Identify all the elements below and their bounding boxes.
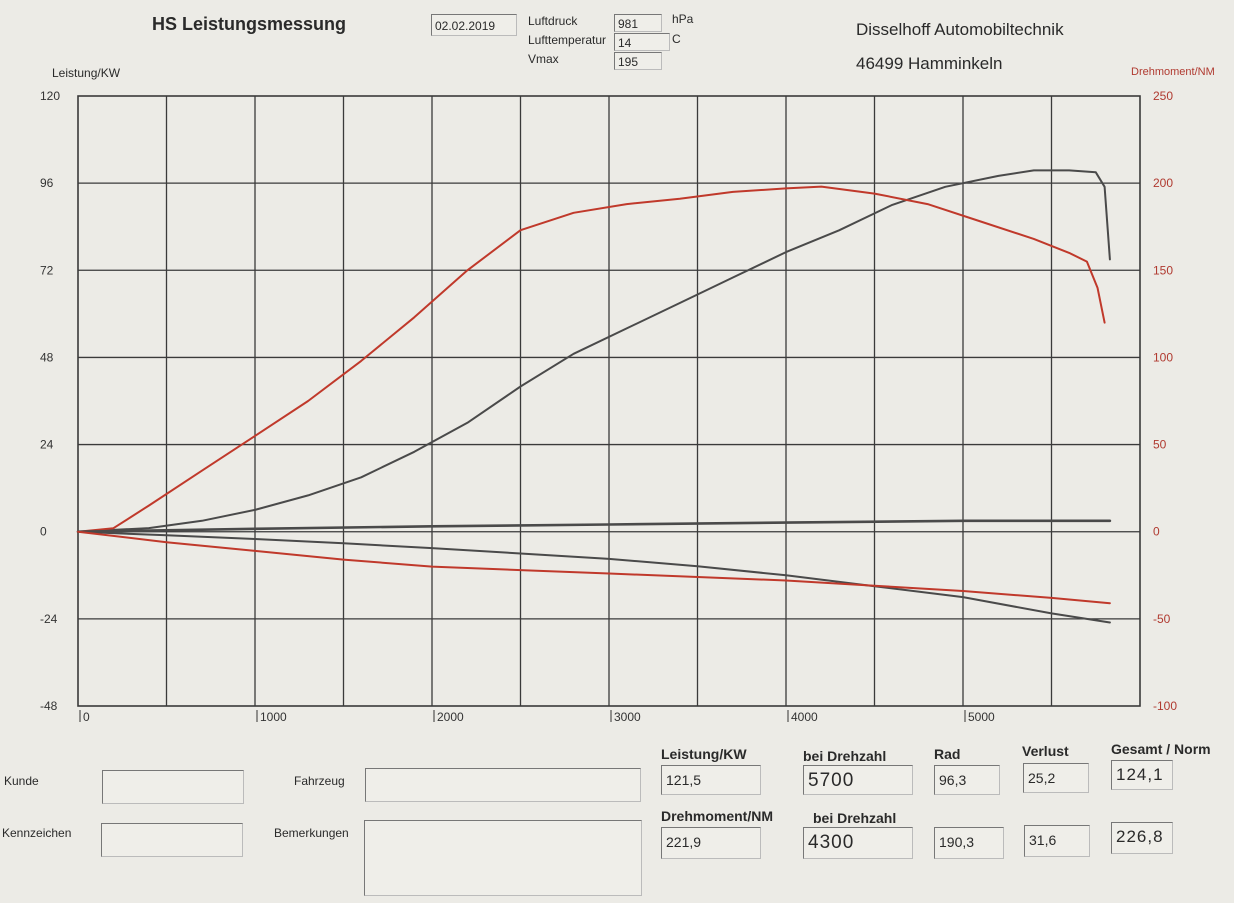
- drehmoment-gesamt-field: 226,8: [1111, 822, 1173, 854]
- y2-axis-label: Drehmoment/NM: [1131, 66, 1215, 78]
- x-tick-label: 0: [83, 710, 90, 724]
- drehmoment-rpm-field: 4300: [803, 827, 913, 859]
- drehmoment-rad: 190,3: [939, 834, 975, 850]
- bei-drehzahl-header-1: bei Drehzahl: [803, 748, 887, 764]
- kennzeichen-label: Kennzeichen: [2, 826, 72, 840]
- report-title: HS Leistungsmessung: [152, 14, 347, 34]
- drehmoment-verlust: 31,6: [1029, 832, 1057, 848]
- lufttemperatur-field: 14: [614, 33, 670, 51]
- leistung-value-field: 121,5: [661, 765, 761, 795]
- x-tick-label: 2000: [437, 710, 464, 724]
- vmax-field: 195: [614, 52, 662, 70]
- luftdruck-unit: hPa: [672, 12, 694, 26]
- leistung-header: Leistung/KW: [661, 746, 747, 762]
- bemerkungen-label: Bemerkungen: [274, 826, 349, 840]
- luftdruck-value: 981: [618, 17, 639, 31]
- y2-tick-label: 200: [1153, 176, 1173, 190]
- y2-tick-label: -100: [1153, 699, 1177, 713]
- y2-tick-label: 250: [1153, 89, 1173, 103]
- luftdruck-field: 981: [614, 14, 662, 32]
- y-tick-label: 96: [40, 176, 54, 190]
- kunde-field[interactable]: [102, 770, 244, 804]
- series-line-3: [76, 519, 1112, 534]
- fahrzeug-label: Fahrzeug: [294, 774, 345, 788]
- luftdruck-label: Luftdruck: [528, 14, 578, 28]
- y-tick-label: -24: [40, 612, 58, 626]
- x-tick-label: 3000: [614, 710, 641, 724]
- x-tick-label: 5000: [968, 710, 995, 724]
- drehmoment-header: Drehmoment/NM: [661, 808, 774, 824]
- leistung-rpm: 5700: [808, 770, 855, 791]
- gesamt-header: Gesamt / Norm: [1111, 741, 1211, 757]
- x-tick-label: 4000: [791, 710, 818, 724]
- y-tick-label: 72: [40, 263, 54, 277]
- y2-tick-label: 50: [1153, 438, 1167, 452]
- drehmoment-rpm: 4300: [808, 832, 855, 853]
- kennzeichen-field[interactable]: [101, 823, 243, 857]
- bei-drehzahl-header-2: bei Drehzahl: [813, 810, 897, 826]
- series-line-2: [77, 185, 1106, 533]
- rad-header: Rad: [934, 746, 961, 762]
- lufttemperatur-label: Lufttemperatur: [528, 33, 607, 47]
- leistung-gesamt-field: 124,1: [1111, 760, 1173, 790]
- drehmoment-verlust-field: 31,6: [1024, 825, 1090, 857]
- company-city: 46499 Hamminkeln: [856, 54, 1003, 73]
- x-tick-label: 1000: [260, 710, 287, 724]
- leistung-gesamt: 124,1: [1116, 765, 1164, 784]
- lufttemperatur-value: 14: [618, 36, 632, 50]
- y-tick-label: 24: [40, 438, 54, 452]
- verlust-header: Verlust: [1022, 743, 1069, 759]
- leistung-verlust-field: 25,2: [1023, 763, 1089, 793]
- y2-tick-label: 150: [1153, 263, 1173, 277]
- drehmoment-gesamt: 226,8: [1116, 827, 1164, 846]
- leistung-rpm-field: 5700: [803, 765, 913, 795]
- drehmoment-rad-field: 190,3: [934, 827, 1004, 859]
- y-tick-label: 48: [40, 350, 54, 364]
- series-line-5: [77, 530, 1111, 605]
- leistung-verlust: 25,2: [1028, 770, 1056, 786]
- y-axis-label: Leistung/KW: [52, 66, 121, 80]
- vmax-label: Vmax: [528, 52, 559, 66]
- company-name: Disselhoff Automobiltechnik: [856, 20, 1064, 39]
- vmax-value: 195: [618, 55, 639, 69]
- leistung-rad: 96,3: [939, 772, 967, 788]
- drehmoment-value-field: 221,9: [661, 827, 761, 859]
- leistung-value: 121,5: [666, 772, 702, 788]
- series-line-4: [77, 530, 1111, 624]
- date-value: 02.02.2019: [435, 19, 496, 33]
- y-tick-label: -48: [40, 699, 58, 713]
- y2-tick-label: -50: [1153, 612, 1171, 626]
- fahrzeug-field[interactable]: [365, 768, 641, 802]
- y-tick-label: 120: [40, 89, 60, 103]
- y-tick-label: 0: [40, 525, 47, 539]
- y2-tick-label: 100: [1153, 350, 1173, 364]
- leistung-rad-field: 96,3: [934, 765, 1000, 795]
- bemerkungen-field[interactable]: [364, 820, 642, 896]
- y2-tick-label: 0: [1153, 525, 1160, 539]
- drehmoment-value: 221,9: [666, 834, 702, 850]
- kunde-label: Kunde: [4, 774, 39, 788]
- series-line-1: [77, 169, 1111, 533]
- lufttemperatur-unit: C: [672, 32, 681, 46]
- date-field: 02.02.2019: [431, 14, 517, 36]
